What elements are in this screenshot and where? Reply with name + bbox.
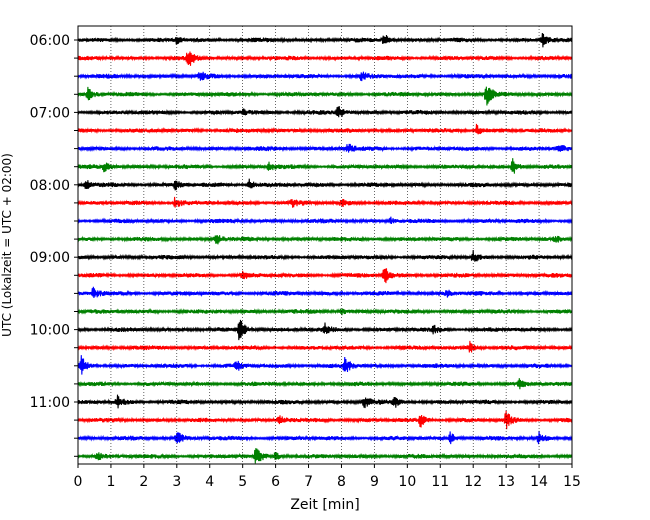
x-tick-label: 3 (172, 474, 181, 490)
x-tick-label: 2 (139, 474, 148, 490)
trace-0645 (77, 86, 573, 106)
trace-0800 (77, 178, 573, 191)
x-tick-label: 12 (464, 474, 482, 490)
trace-1115 (77, 410, 573, 430)
trace-0745 (77, 158, 573, 174)
trace-group (77, 32, 573, 464)
x-tick-label: 15 (563, 474, 581, 490)
y-tick-label: 09:00 (30, 250, 70, 266)
trace-0900 (77, 249, 573, 262)
x-tick-label: 8 (337, 474, 346, 490)
y-tick-label: 08:00 (30, 178, 70, 194)
trace-0630 (77, 71, 573, 82)
trace-1145 (77, 448, 573, 464)
trace-0815 (77, 196, 573, 208)
x-tick-label: 4 (205, 474, 214, 490)
trace-0945 (77, 308, 573, 316)
grid-group (110, 26, 540, 464)
trace-0730 (77, 143, 573, 153)
trace-1015 (77, 340, 573, 353)
y-tick-label: 11:00 (30, 395, 70, 411)
x-tick-label: 11 (431, 474, 449, 490)
trace-1100 (77, 394, 573, 409)
x-tick-label: 7 (304, 474, 313, 490)
trace-0700 (77, 106, 573, 118)
trace-1000 (77, 319, 573, 341)
x-axis: 0 1 2 3 4 5 6 7 8 9 10 11 12 13 14 15 (74, 464, 581, 490)
trace-0615 (77, 51, 573, 66)
trace-0715 (77, 123, 573, 135)
x-tick-label: 0 (74, 474, 83, 490)
x-tick-label: 6 (271, 474, 280, 490)
y-tick-label: 06:00 (30, 33, 70, 49)
y-tick-label: 07:00 (30, 105, 70, 121)
x-axis-label: Zeit [min] (290, 497, 359, 513)
x-tick-label: 1 (106, 474, 115, 490)
trace-0915 (77, 268, 573, 284)
trace-0845 (77, 235, 573, 245)
trace-1030 (77, 355, 573, 375)
trace-0600 (77, 32, 573, 48)
y-tick-label: 10:00 (30, 323, 70, 339)
y-axis: 06:00 07:00 08:00 09:00 10:00 11:00 (30, 33, 78, 457)
trace-0830 (77, 216, 573, 225)
trace-1130 (77, 430, 573, 445)
x-tick-label: 10 (398, 474, 416, 490)
x-tick-label: 14 (530, 474, 548, 490)
x-tick-label: 9 (370, 474, 379, 490)
plot-frame (77, 25, 573, 465)
x-tick-label: 13 (497, 474, 515, 490)
x-tick-label: 5 (238, 474, 247, 490)
trace-1045 (77, 378, 573, 390)
trace-0930 (77, 286, 573, 299)
y-axis-label: UTC (Lokalzeit = UTC + 02:00) (0, 153, 14, 337)
